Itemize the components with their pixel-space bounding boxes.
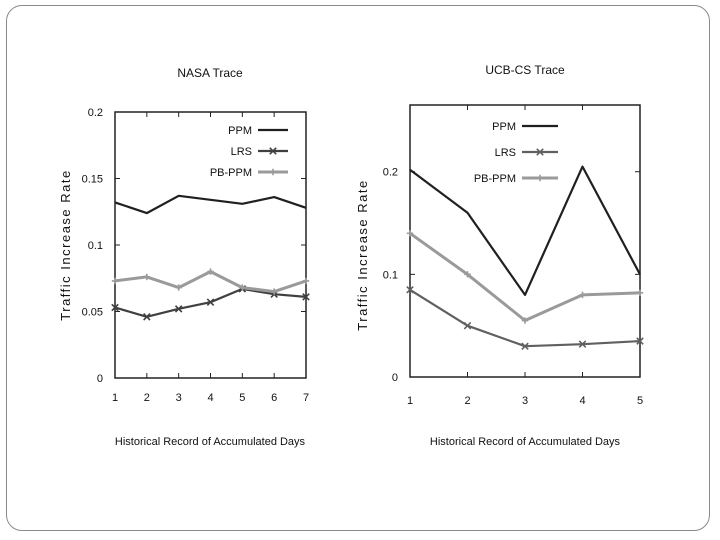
x-tick-label: 5 bbox=[239, 392, 245, 404]
y-tick-label: 0.2 bbox=[383, 167, 398, 179]
x-axis-label: Historical Record of Accumulated Days bbox=[115, 436, 306, 448]
x-tick-label: 2 bbox=[144, 392, 150, 404]
x-tick-label: 6 bbox=[271, 392, 277, 404]
data-point-lrs bbox=[521, 342, 529, 350]
x-tick-label: 5 bbox=[637, 395, 643, 407]
data-point-lrs bbox=[463, 321, 472, 330]
data-point-pb-ppm bbox=[406, 230, 414, 237]
series-line-pb-ppm bbox=[409, 232, 641, 322]
data-point-pb-ppm bbox=[636, 289, 644, 297]
legend-label-ppm: PPM bbox=[228, 125, 252, 137]
y-tick-label: 0.2 bbox=[88, 107, 103, 119]
chart-title: NASA Trace bbox=[177, 66, 243, 80]
data-point-lrs bbox=[406, 285, 414, 294]
series-line-ppm bbox=[409, 165, 641, 296]
data-point-pb-ppm bbox=[207, 268, 214, 275]
x-tick-label: 4 bbox=[579, 395, 585, 407]
data-point-pb-ppm bbox=[111, 277, 119, 285]
x-tick-label: 4 bbox=[207, 392, 213, 404]
ucb-cs-chart: UCB-CS Trace Historical Record of Accumu… bbox=[355, 63, 644, 448]
legend-marker-lrs bbox=[536, 148, 544, 156]
x-tick-label: 2 bbox=[464, 395, 470, 407]
y-axis-label: Traffic Increase Rate bbox=[355, 179, 370, 330]
legend-marker-lrs bbox=[269, 147, 277, 155]
data-point-lrs bbox=[111, 303, 119, 312]
legend-label-pb-ppm: PB-PPM bbox=[474, 173, 516, 185]
nasa-chart: NASA Trace Historical Record of Accumula… bbox=[58, 66, 310, 448]
data-point-lrs bbox=[206, 298, 215, 306]
data-point-pb-ppm bbox=[579, 291, 586, 299]
slide-frame bbox=[6, 5, 710, 531]
y-tick-label: 0.1 bbox=[383, 269, 398, 281]
legend-marker-pb-ppm bbox=[536, 174, 544, 182]
data-point-pb-ppm bbox=[270, 288, 278, 295]
data-point-pb-ppm bbox=[143, 273, 151, 281]
data-point-pb-ppm bbox=[521, 317, 529, 324]
data-point-lrs bbox=[578, 340, 587, 348]
plot-frame bbox=[409, 104, 641, 378]
legend-label-lrs: LRS bbox=[231, 146, 252, 158]
legend-label-lrs: LRS bbox=[495, 147, 516, 159]
data-point-lrs bbox=[174, 305, 183, 313]
chart-title: UCB-CS Trace bbox=[485, 63, 565, 77]
data-point-pb-ppm bbox=[239, 284, 246, 291]
y-tick-label: 0 bbox=[97, 373, 103, 385]
x-tick-label: 3 bbox=[522, 395, 528, 407]
data-point-pb-ppm bbox=[175, 284, 182, 291]
y-tick-label: 0.15 bbox=[82, 174, 103, 186]
data-point-lrs bbox=[636, 337, 644, 345]
legend-label-pb-ppm: PB-PPM bbox=[210, 167, 252, 179]
x-tick-label: 3 bbox=[176, 392, 182, 404]
data-point-pb-ppm bbox=[302, 277, 310, 285]
x-axis-label: Historical Record of Accumulated Days bbox=[430, 436, 621, 448]
y-tick-label: 0 bbox=[392, 372, 398, 384]
legend-label-ppm: PPM bbox=[492, 121, 516, 133]
x-tick-label: 1 bbox=[407, 395, 413, 407]
y-tick-label: 0.05 bbox=[82, 307, 103, 319]
series-line-ppm bbox=[114, 194, 307, 215]
data-point-pb-ppm bbox=[464, 271, 471, 278]
x-tick-label: 1 bbox=[112, 392, 118, 404]
legend-marker-pb-ppm bbox=[269, 168, 277, 176]
data-point-lrs bbox=[143, 313, 151, 321]
x-tick-label: 7 bbox=[303, 392, 309, 404]
y-axis-label: Traffic Increase Rate bbox=[58, 169, 73, 320]
data-point-lrs bbox=[302, 293, 310, 301]
y-tick-label: 0.1 bbox=[88, 240, 103, 252]
